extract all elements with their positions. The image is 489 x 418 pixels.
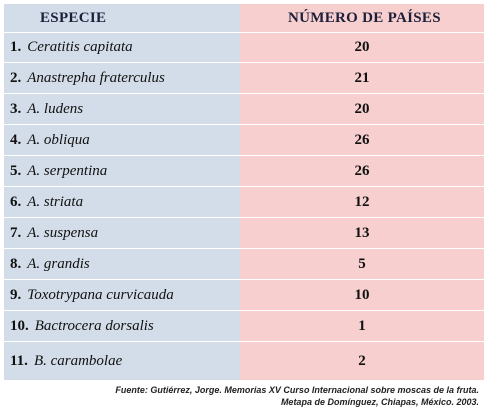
table-row: 9. Toxotrypana curvicauda 10 <box>4 280 484 311</box>
country-count: 12 <box>240 187 484 217</box>
header-species: ESPECIE <box>4 4 240 32</box>
country-count: 10 <box>240 280 484 310</box>
species-cell: 6. A. striata <box>4 187 240 217</box>
species-cell: 1. Ceratitis capitata <box>4 33 240 62</box>
row-number: 2. <box>10 69 22 86</box>
source-line-2: Metapa de Domínguez, Chiapas, México. 20… <box>280 397 479 407</box>
country-count: 21 <box>240 63 484 93</box>
source-citation: Fuente: Gutiérrez, Jorge. Memorias XV Cu… <box>115 384 479 408</box>
country-count: 20 <box>240 33 484 62</box>
table-row: 7. A. suspensa 13 <box>4 218 484 249</box>
table-row: 10. Bactrocera dorsalis 1 <box>4 311 484 342</box>
table-row: 11. B. carambolae 2 <box>4 342 484 381</box>
table-row: 1. Ceratitis capitata 20 <box>4 33 484 63</box>
country-count: 2 <box>240 342 484 380</box>
species-cell: 7. A. suspensa <box>4 218 240 248</box>
species-cell: 5. A. serpentina <box>4 156 240 186</box>
table-row: 2. Anastrepha fraterculus 21 <box>4 63 484 94</box>
species-name: Toxotrypana curvicauda <box>27 286 174 303</box>
species-name: A. serpentina <box>27 162 108 179</box>
header-countries: NÚMERO DE PAÍSES <box>240 4 484 32</box>
row-number: 11. <box>10 352 28 369</box>
species-name: A. grandis <box>27 255 90 272</box>
table-row: 6. A. striata 12 <box>4 187 484 218</box>
species-name: A. obliqua <box>27 131 90 148</box>
country-count: 20 <box>240 94 484 124</box>
row-number: 1. <box>10 39 22 55</box>
country-count: 26 <box>240 156 484 186</box>
species-name: Ceratitis capitata <box>27 39 133 55</box>
country-count: 26 <box>240 125 484 155</box>
species-name: Bactrocera dorsalis <box>34 317 154 334</box>
species-name: A. striata <box>27 193 84 210</box>
species-name: B. carambolae <box>33 352 123 369</box>
country-count: 13 <box>240 218 484 248</box>
species-cell: 2. Anastrepha fraterculus <box>4 63 240 93</box>
table-row: 3. A. ludens 20 <box>4 94 484 125</box>
country-count: 5 <box>240 249 484 279</box>
species-name: A. ludens <box>27 100 84 117</box>
row-number: 8. <box>10 255 22 272</box>
row-number: 5. <box>10 162 22 179</box>
species-cell: 9. Toxotrypana curvicauda <box>4 280 240 310</box>
table-row: 8. A. grandis 5 <box>4 249 484 280</box>
table-header: ESPECIE NÚMERO DE PAÍSES <box>4 4 484 33</box>
row-number: 4. <box>10 131 22 148</box>
row-number: 7. <box>10 224 22 241</box>
country-count: 1 <box>240 311 484 341</box>
row-number: 10. <box>10 317 29 334</box>
table-row: 5. A. serpentina 26 <box>4 156 484 187</box>
species-cell: 3. A. ludens <box>4 94 240 124</box>
table-row: 4. A. obliqua 26 <box>4 125 484 156</box>
row-number: 6. <box>10 193 22 210</box>
species-cell: 8. A. grandis <box>4 249 240 279</box>
species-name: A. suspensa <box>27 224 99 241</box>
species-cell: 4. A. obliqua <box>4 125 240 155</box>
source-line-1: Fuente: Gutiérrez, Jorge. Memorias XV Cu… <box>115 385 479 395</box>
species-cell: 11. B. carambolae <box>4 342 240 380</box>
species-name: Anastrepha fraterculus <box>27 69 165 86</box>
species-table: ESPECIE NÚMERO DE PAÍSES 1. Ceratitis cap… <box>4 4 484 381</box>
species-cell: 10. Bactrocera dorsalis <box>4 311 240 341</box>
row-number: 9. <box>10 286 22 303</box>
row-number: 3. <box>10 100 22 117</box>
